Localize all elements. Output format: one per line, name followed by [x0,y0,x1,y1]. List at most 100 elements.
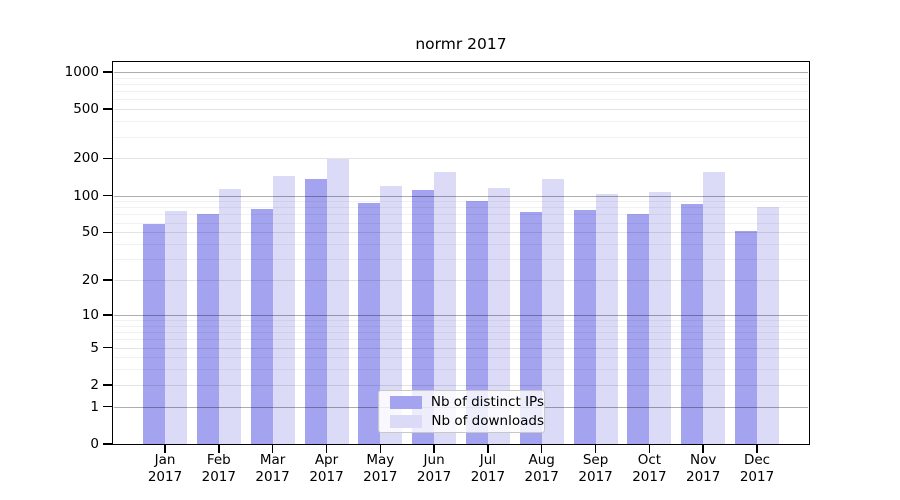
y-tick-label: 5 [90,339,99,356]
bar-distinct-ips [681,203,704,445]
y-tick-mark [103,405,112,408]
bar-distinct-ips [143,223,165,445]
y-tick-mark [103,108,112,110]
x-tick-label: May 2017 [352,452,408,485]
x-tick-year: 2017 [524,468,559,485]
x-tick-mark [433,445,435,453]
y-tick-label: 1000 [64,63,99,80]
legend: Nb of distinct IPs Nb of downloads [378,390,545,433]
x-tick-label: Jul 2017 [460,452,516,485]
y-tick-label: 0 [90,436,99,452]
bar-downloads [541,179,564,445]
bar-downloads [218,189,241,445]
y-tick-mark [103,384,112,386]
gridline-mid [114,347,808,349]
x-tick-label: Nov 2017 [675,452,731,485]
bar-downloads [487,187,510,445]
x-tick-year: 2017 [632,468,667,485]
y-tick-label: 20 [81,272,99,288]
chart-title: normr 2017 [415,35,507,53]
gridline-minor [114,332,808,333]
x-tick-label: Jun 2017 [406,452,462,485]
x-tick-month: Oct [637,452,662,468]
x-tick-month: Dec [743,452,771,468]
x-tick-label: Mar 2017 [245,452,301,485]
gridline-minor [114,320,808,321]
x-tick-month: Apr [314,452,339,468]
y-tick-label: 200 [73,150,99,167]
gridline-major [114,314,808,316]
x-tick-mark [540,445,543,453]
y-tick-label: 50 [81,224,99,241]
gridline-minor [114,357,808,359]
x-tick-month: Mar [259,452,286,468]
bar-distinct-ips [573,210,596,445]
bar-downloads [380,185,403,445]
gridline-major [114,195,808,197]
y-tick-mark [103,443,112,445]
x-tick-label: Sep 2017 [568,452,624,485]
y-tick-mark [103,231,112,234]
gridline-mid [114,384,808,386]
x-tick-year: 2017 [147,468,183,485]
gridline-minor [114,207,808,209]
x-tick-mark [702,445,704,453]
bar-downloads [326,158,349,445]
legend-label-downloads: Nb of downloads [431,413,544,429]
gridline-minor [114,259,808,261]
gridline-mid [114,109,808,111]
y-tick-label: 100 [73,187,99,204]
bar-distinct-ips [412,190,435,445]
legend-label-distinct-ips: Nb of distinct IPs [430,394,544,410]
x-tick-mark [594,445,597,453]
x-tick-label: Aug 2017 [514,452,570,485]
x-tick-year: 2017 [686,468,721,485]
legend-row-downloads: Nb of downloads [390,413,544,429]
x-tick-mark [271,445,274,453]
y-tick-label: 1 [90,398,99,415]
y-tick-mark [103,346,112,349]
x-tick-label: Jan 2017 [137,452,193,485]
bar-downloads [272,176,295,445]
gridline-minor [114,201,808,203]
x-tick-year: 2017 [739,468,775,485]
x-tick-month: Jan [154,452,176,468]
bar-distinct-ips [250,208,273,445]
bar-downloads [595,193,618,445]
bar-downloads [757,207,779,445]
x-tick-mark [325,445,328,453]
gridline-minor [114,369,808,371]
legend-swatch-distinct-ips [390,395,422,409]
legend-swatch-downloads [390,414,423,428]
x-tick-mark [164,445,166,453]
gridline-minor [114,91,808,93]
x-tick-label: Dec 2017 [729,452,785,485]
gridline-mid [114,158,808,160]
y-tick-label: 10 [81,306,99,323]
bar-distinct-ips [627,214,650,445]
x-tick-year: 2017 [578,468,613,485]
x-tick-mark [379,445,382,453]
y-tick-label: 500 [73,101,99,118]
gridline-minor [114,325,808,327]
y-tick-label: 2 [90,376,99,393]
x-tick-mark [487,445,489,453]
x-tick-month: Nov [690,452,717,468]
bar-downloads [703,172,726,445]
y-tick-mark [103,157,112,160]
x-tick-month: Jun [423,452,445,468]
x-tick-mark [218,445,220,453]
gridline-minor [114,99,808,101]
gridline-minor [114,222,808,224]
y-tick-mark [103,279,112,281]
bar-distinct-ips [304,178,327,445]
x-tick-year: 2017 [309,468,344,485]
bar-distinct-ips [358,202,381,445]
x-tick-month: May [366,452,395,468]
gridline-major [114,71,808,73]
x-tick-month: Feb [206,452,231,468]
gridline-minor [114,244,808,245]
y-tick-mark [103,314,112,316]
gridline-mid [114,280,808,281]
